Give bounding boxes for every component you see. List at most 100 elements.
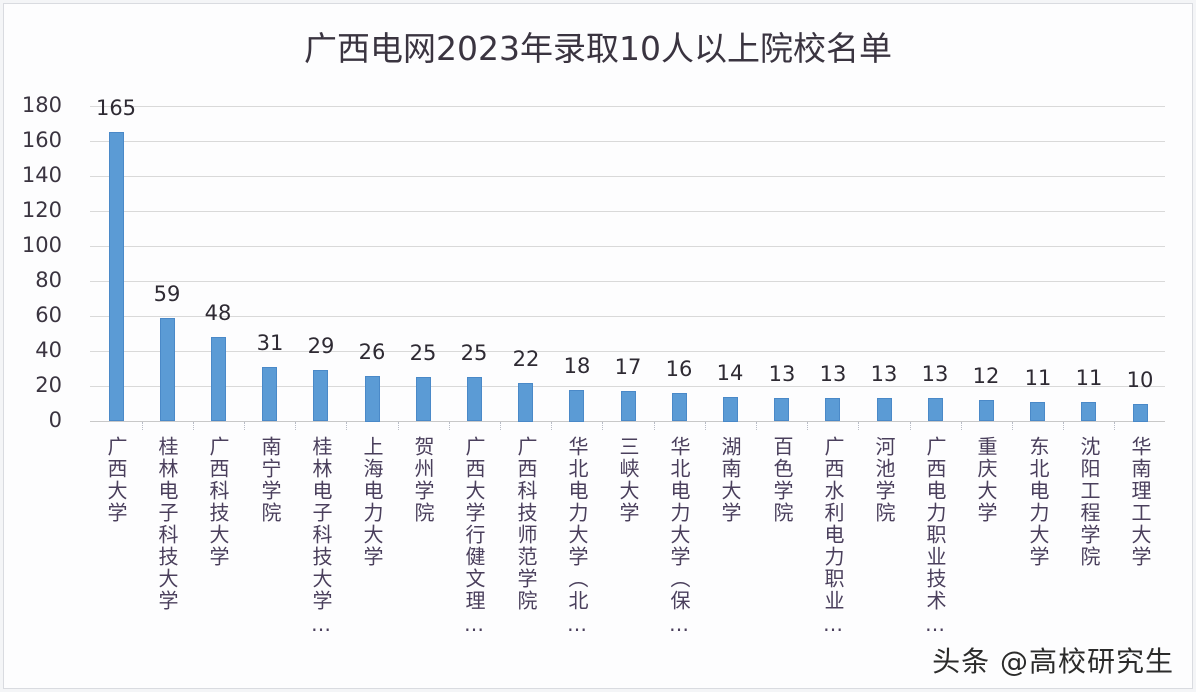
x-tick-label: 华北电力大学（北…: [565, 436, 589, 638]
data-label: 17: [614, 355, 642, 379]
bar[interactable]: [467, 377, 482, 421]
gridline: [90, 421, 1165, 422]
bar[interactable]: [1081, 402, 1096, 421]
bar[interactable]: [1133, 404, 1148, 422]
data-label: 11: [1075, 366, 1103, 390]
x-tick-label: 华南理工大学: [1128, 436, 1152, 568]
x-tick: [602, 422, 604, 430]
gridline: [90, 141, 1165, 142]
gridline: [90, 316, 1165, 317]
bar[interactable]: [672, 393, 687, 421]
x-tick: [756, 422, 758, 430]
bar[interactable]: [877, 398, 892, 421]
x-tick: [910, 422, 912, 430]
data-label: 13: [768, 362, 796, 386]
bar[interactable]: [518, 383, 533, 422]
bar[interactable]: [723, 397, 738, 422]
x-tick: [807, 422, 809, 430]
x-tick-label: 湖南大学: [718, 436, 742, 524]
y-tick-label: 180: [21, 93, 62, 117]
bar[interactable]: [569, 390, 584, 422]
data-label: 31: [256, 331, 284, 355]
data-label: 13: [870, 362, 898, 386]
x-tick: [398, 422, 400, 430]
gridline: [90, 351, 1165, 352]
x-tick-label: 桂林电子科技大学: [155, 436, 179, 612]
x-tick-label: 河池学院: [872, 436, 896, 524]
data-label: 26: [358, 340, 386, 364]
bar[interactable]: [365, 376, 380, 422]
x-tick: [705, 422, 707, 430]
x-tick-label: 桂林电子科技大学…: [309, 436, 333, 638]
x-tick-label: 南宁学院: [258, 436, 282, 524]
x-tick-label: 广西科技大学: [206, 436, 230, 568]
bar[interactable]: [262, 367, 277, 421]
x-tick-label: 三峡大学: [616, 436, 640, 524]
bar[interactable]: [313, 370, 328, 421]
bar[interactable]: [416, 377, 431, 421]
x-tick: [142, 422, 144, 430]
x-tick-label: 上海电力大学: [360, 436, 384, 568]
x-tick-label: 沈阳工程学院: [1077, 436, 1101, 568]
data-label: 48: [204, 301, 232, 325]
data-label: 59: [153, 282, 181, 306]
bar[interactable]: [774, 398, 789, 421]
x-tick-label: 重庆大学: [974, 436, 998, 524]
x-tick: [193, 422, 195, 430]
x-tick: [1012, 422, 1014, 430]
gridline: [90, 246, 1165, 247]
chart-title: 广西电网2023年录取10人以上院校名单: [304, 29, 892, 68]
x-tick: [654, 422, 656, 430]
bar[interactable]: [160, 318, 175, 421]
bar[interactable]: [825, 398, 840, 421]
data-label: 29: [307, 334, 335, 358]
data-label: 10: [1126, 368, 1154, 392]
data-label: 13: [921, 362, 949, 386]
x-tick-label: 华北电力大学（保…: [667, 436, 691, 638]
watermark: 头条 @高校研究生: [932, 645, 1174, 678]
bar[interactable]: [979, 400, 994, 421]
y-tick-label: 40: [35, 338, 62, 362]
y-tick-label: 80: [35, 268, 62, 292]
x-tick: [1063, 422, 1065, 430]
gridline: [90, 281, 1165, 282]
data-label: 12: [972, 364, 1000, 388]
x-tick-label: 广西水利电力职业…: [821, 436, 845, 638]
data-label: 18: [563, 354, 591, 378]
y-tick-label: 0: [48, 408, 62, 432]
x-tick-label: 广西科技师范学院: [514, 436, 538, 612]
data-label: 25: [460, 341, 488, 365]
data-label: 25: [409, 341, 437, 365]
y-tick-label: 120: [21, 198, 62, 222]
bar[interactable]: [928, 398, 943, 421]
x-tick-label: 广西大学: [104, 436, 128, 524]
x-tick: [346, 422, 348, 430]
x-tick-label: 贺州学院: [411, 436, 435, 524]
chart-frame: [3, 3, 1193, 689]
x-tick: [551, 422, 553, 430]
data-label: 165: [95, 96, 137, 120]
y-tick-label: 20: [35, 373, 62, 397]
x-tick-label: 东北电力大学: [1026, 436, 1050, 568]
data-label: 22: [512, 347, 540, 371]
y-tick-label: 100: [21, 233, 62, 257]
data-label: 13: [819, 362, 847, 386]
x-tick-label: 百色学院: [770, 436, 794, 524]
bar[interactable]: [211, 337, 226, 421]
x-tick-label: 广西大学行健文理…: [462, 436, 486, 638]
bar[interactable]: [1030, 402, 1045, 421]
x-tick: [449, 422, 451, 430]
x-tick-label: 广西电力职业技术…: [923, 436, 947, 638]
x-tick: [1114, 422, 1116, 430]
bar[interactable]: [621, 391, 636, 421]
gridline: [90, 106, 1165, 107]
x-tick: [961, 422, 963, 430]
y-tick-label: 160: [21, 128, 62, 152]
x-tick: [500, 422, 502, 430]
bar[interactable]: [109, 132, 124, 421]
gridline: [90, 386, 1165, 387]
data-label: 11: [1024, 366, 1052, 390]
gridline: [90, 211, 1165, 212]
gridline: [90, 176, 1165, 177]
